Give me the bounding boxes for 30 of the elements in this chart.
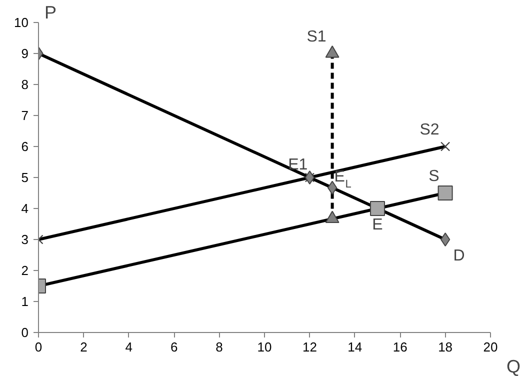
- x-tick-label: 0: [34, 340, 42, 354]
- y-tick-label: 7: [21, 108, 29, 123]
- y-tick-label: 0: [21, 325, 29, 340]
- y-axis-title: P: [44, 2, 57, 22]
- x-tick-label: 2: [80, 340, 88, 354]
- y-tick-label: 9: [21, 46, 29, 61]
- series-label: S: [428, 168, 440, 185]
- y-tick-label: 1: [21, 294, 29, 309]
- annotation: E1: [288, 156, 308, 174]
- series-label: S1: [306, 28, 326, 46]
- y-tick-label: 5: [21, 170, 29, 185]
- x-tick-label: 4: [125, 340, 133, 354]
- x-tick-label: 16: [392, 340, 408, 354]
- x-tick-label: 18: [438, 340, 453, 354]
- series-label: D: [453, 248, 465, 264]
- series-label: S2: [420, 122, 440, 138]
- y-tick-label: 4: [21, 201, 29, 216]
- x-tick-label: 8: [216, 340, 223, 354]
- x-tick-label: 20: [483, 340, 498, 354]
- x-axis-title: Q: [506, 356, 521, 376]
- y-tick-label: 8: [21, 77, 29, 92]
- x-tick-label: 12: [302, 340, 317, 354]
- y-tick-label: 6: [21, 139, 29, 154]
- x-tick-label: 10: [257, 340, 272, 354]
- y-tick-label: 2: [21, 263, 29, 278]
- annotation: E: [372, 216, 383, 234]
- x-tick-label: 6: [170, 340, 178, 354]
- y-tick-label: 3: [21, 232, 29, 247]
- y-tick-label: 10: [14, 15, 29, 30]
- x-tick-label: 14: [348, 340, 362, 354]
